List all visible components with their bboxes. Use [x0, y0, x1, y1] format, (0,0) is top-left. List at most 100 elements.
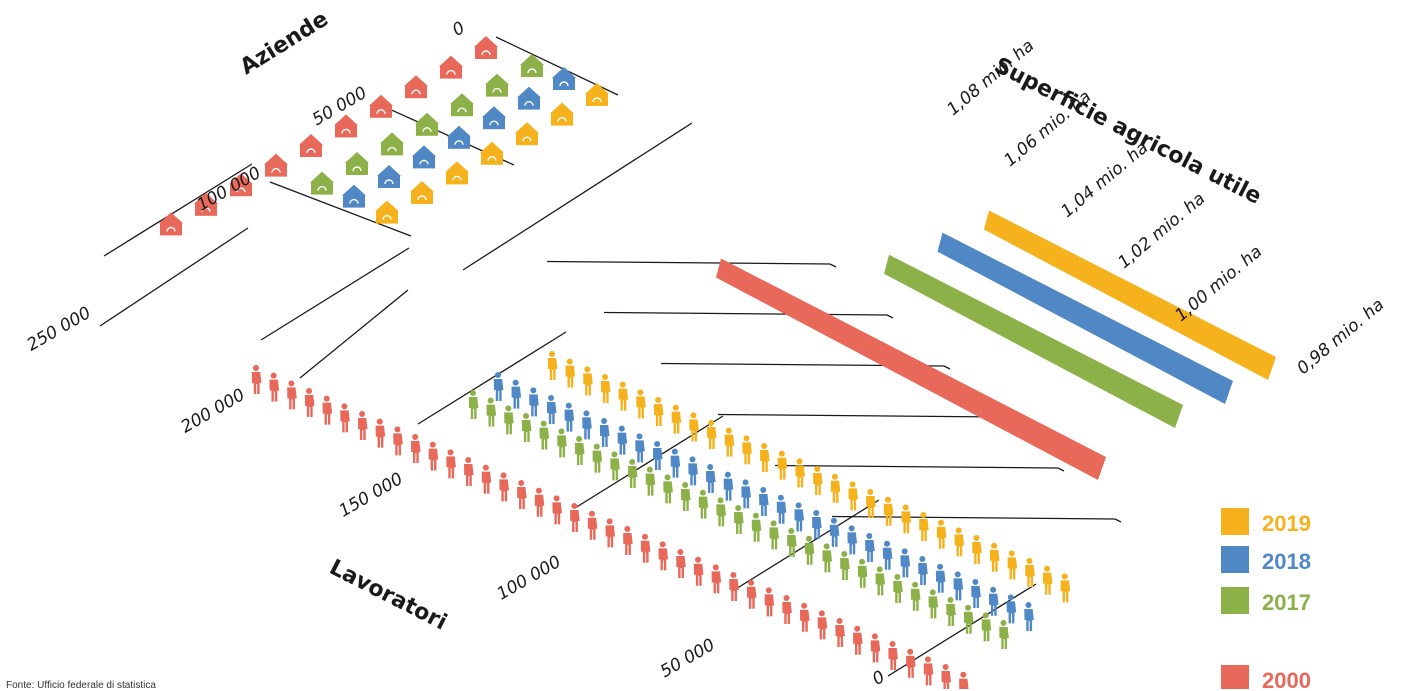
- worker-icon-2019: [989, 542, 1000, 572]
- worker-icon-2019: [777, 450, 788, 480]
- worker-icon-2019: [972, 535, 982, 565]
- worker-icon-2017: [680, 482, 691, 512]
- worker-icon-2017: [910, 581, 921, 611]
- worker-icon-2000: [517, 480, 527, 510]
- worker-icon-2000: [605, 518, 616, 548]
- farm-icon-2000: [264, 153, 288, 177]
- worker-icon-2018: [564, 402, 575, 432]
- worker-icon-2000: [269, 372, 280, 402]
- source-note: Fonte: Ufficio federale di statistica: [6, 680, 156, 691]
- worker-icon-2019: [830, 473, 841, 503]
- area-bars: [716, 210, 1276, 480]
- worker-icon-2000: [463, 457, 474, 487]
- worker-icon-2018: [935, 563, 946, 593]
- worker-icon-2018: [776, 494, 787, 524]
- farm-icon-2017: [380, 132, 404, 156]
- worker-icon-2000: [640, 533, 651, 563]
- worker-icon-2000: [410, 434, 421, 464]
- farm-icon-2019: [515, 122, 539, 146]
- lavoratori-tick-label: 200 000: [178, 385, 249, 437]
- legend: 2019 2018 2017 2000: [1221, 508, 1311, 689]
- superficie-gridline: [603, 311, 888, 316]
- worker-icon-2018: [988, 586, 999, 616]
- superficie-tick-label: 1,00 mio. ha: [1171, 242, 1266, 326]
- worker-icon-2019: [919, 512, 929, 542]
- worker-icon-2000: [304, 388, 315, 418]
- worker-icon-2000: [711, 564, 722, 594]
- worker-icon-2018: [582, 410, 592, 440]
- superficie-bar-2019: [984, 210, 1276, 380]
- worker-icon-2019: [1025, 558, 1035, 588]
- worker-icon-2018: [688, 456, 698, 486]
- worker-icon-2000: [835, 618, 845, 648]
- worker-icon-2018: [617, 425, 628, 455]
- worker-icon-2019: [653, 397, 664, 427]
- worker-icon-2019: [848, 481, 858, 511]
- axis-lines: [99, 36, 1122, 677]
- worker-icon-2017: [539, 420, 550, 450]
- lavoratori-tick-line: [574, 415, 724, 509]
- worker-icon-2017: [486, 397, 497, 427]
- worker-icon-2019: [689, 412, 699, 442]
- worker-icon-2000: [870, 633, 881, 663]
- worker-icon-2018: [1024, 602, 1034, 632]
- worker-icon-2018: [829, 517, 840, 547]
- worker-icon-2000: [782, 595, 792, 625]
- farm-icon-2000: [159, 212, 183, 236]
- worker-icon-2019: [671, 404, 682, 434]
- worker-icon-2000: [322, 395, 333, 425]
- lavoratori-title: Lavoratori: [325, 555, 450, 635]
- worker-icon-2000: [746, 579, 757, 609]
- legend-label-2017: 2017: [1262, 590, 1311, 615]
- worker-icon-2019: [883, 496, 894, 526]
- superficie-tick-mark: [829, 263, 837, 268]
- worker-icon-2019: [795, 458, 805, 488]
- worker-icon-2019: [759, 443, 770, 473]
- worker-icon-2000: [852, 625, 863, 655]
- worker-icon-2018: [918, 556, 928, 586]
- worker-icon-2018: [759, 487, 769, 517]
- worker-icon-2017: [627, 459, 638, 489]
- farm-icon-2018: [342, 184, 366, 208]
- farm-icon-2019: [445, 161, 469, 185]
- worker-icon-2017: [751, 512, 762, 542]
- worker-icon-2000: [817, 610, 828, 640]
- farm-icon-2017: [310, 171, 334, 195]
- farm-icon-2019: [375, 200, 399, 224]
- farm-icon-2018: [377, 165, 401, 188]
- farm-icon-2018: [552, 67, 576, 90]
- lavoratori-tick-line: [417, 331, 567, 425]
- worker-icon-2017: [963, 604, 974, 634]
- lavoratori-tick-line: [103, 163, 253, 257]
- aziende-tick-label: 0: [449, 18, 468, 41]
- worker-icon-2000: [941, 664, 952, 689]
- legend-swatch-2000: [1221, 665, 1249, 689]
- superficie-tick-label: 0,98 mio. ha: [1293, 295, 1388, 379]
- worker-icon-2017: [610, 451, 620, 481]
- worker-icon-2017: [804, 535, 815, 565]
- worker-icon-2017: [592, 443, 603, 473]
- aziende-title: Aziende: [236, 7, 333, 80]
- farm-icon-2019: [410, 181, 434, 204]
- worker-icon-2000: [623, 526, 633, 556]
- worker-icon-2018: [635, 433, 645, 463]
- worker-icon-2019: [1060, 573, 1071, 603]
- farm-icon-2019: [550, 102, 574, 126]
- worker-icon-2018: [741, 479, 751, 509]
- worker-icon-2000: [393, 426, 403, 456]
- farm-icon-2017: [415, 112, 439, 136]
- farm-icon-2000: [404, 75, 428, 99]
- worker-icon-2017: [521, 413, 532, 443]
- worker-icon-2018: [882, 540, 893, 570]
- lavoratori-tick-label: 100 000: [494, 552, 565, 604]
- worker-icon-2018: [865, 533, 875, 563]
- worker-icon-2000: [799, 602, 810, 632]
- worker-icon-2017: [716, 497, 726, 527]
- worker-icon-2018: [652, 441, 663, 471]
- farm-icon-2018: [447, 125, 471, 149]
- worker-icon-2000: [959, 671, 969, 689]
- worker-icon-2017: [769, 520, 779, 550]
- legend-label-2018: 2018: [1262, 549, 1311, 574]
- aziende-axis-lower: [299, 289, 409, 379]
- farm-icon-2018: [412, 145, 436, 169]
